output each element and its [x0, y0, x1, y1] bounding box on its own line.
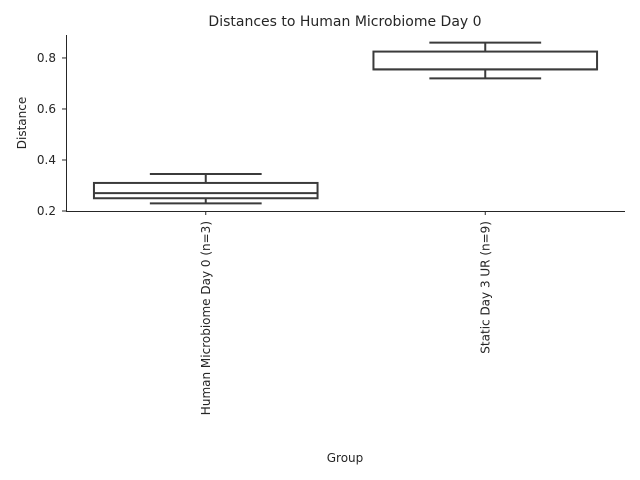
- chart-title: Distances to Human Microbiome Day 0: [208, 14, 481, 30]
- box-group: [92, 41, 599, 205]
- y-tick-group: 0.2 0.4 0.6 0.8: [37, 51, 66, 218]
- y-tick-label: 0.4: [37, 153, 56, 167]
- x-tick-label: Human Microbiome Day 0 (n=3): [199, 221, 213, 415]
- box-1: [92, 173, 319, 205]
- x-axis-label: Group: [327, 451, 364, 465]
- y-axis-label: Distance: [15, 97, 29, 149]
- x-tick-label: Static Day 3 UR (n=9): [478, 221, 492, 354]
- y-tick-label: 0.6: [37, 102, 56, 116]
- y-tick-label: 0.2: [37, 204, 56, 218]
- x-tick-group: Human Microbiome Day 0 (n=3) Static Day 3…: [199, 211, 492, 415]
- box-2: [372, 41, 599, 80]
- iqr-box: [92, 181, 319, 200]
- iqr-box: [372, 50, 599, 71]
- y-tick-label: 0.8: [37, 51, 56, 65]
